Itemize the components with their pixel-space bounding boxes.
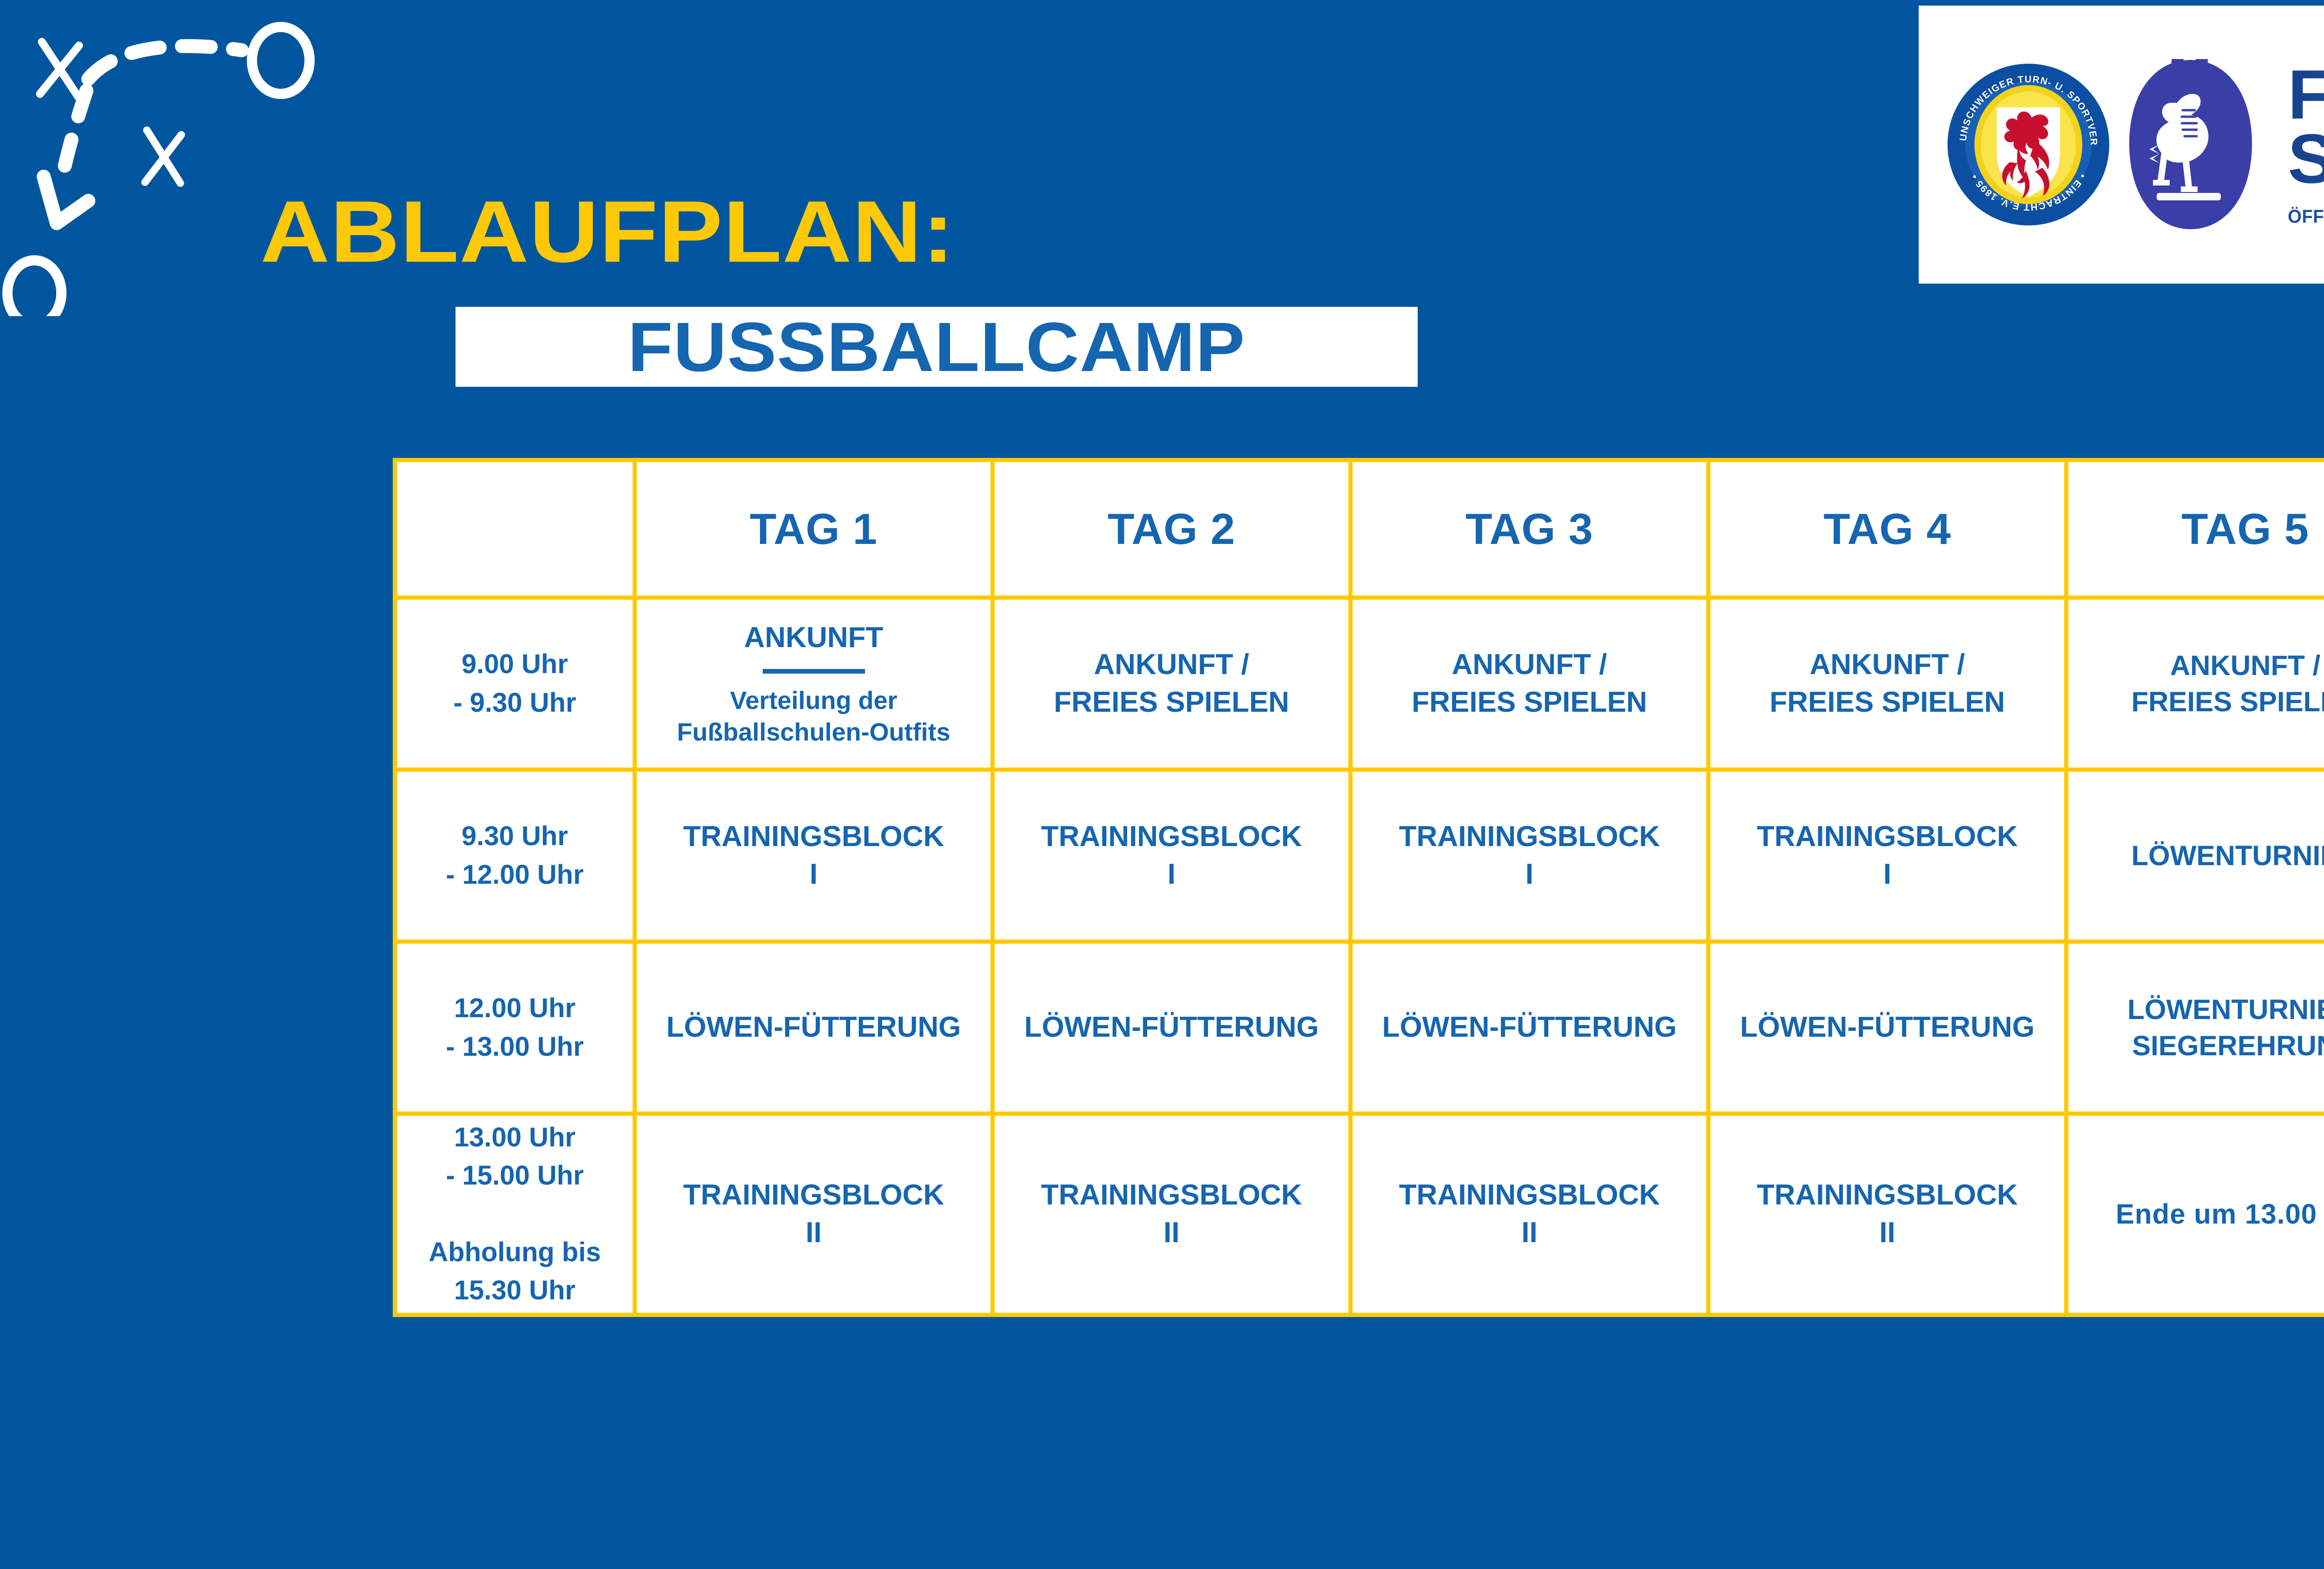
column-header-label: TAG 2 bbox=[1108, 504, 1235, 553]
cell-tag2-slot1: ANKUNFT / FREIES SPIELEN bbox=[990, 596, 1353, 772]
cell-tag5-slot4: Ende um 13.00 Uhr bbox=[2064, 1112, 2324, 1317]
cell-content: TRAININGSBLOCK I bbox=[1399, 820, 1660, 890]
row-time-label: 12.00 Uhr - 13.00 Uhr bbox=[446, 993, 584, 1062]
cell-content: LÖWENTURNIER bbox=[2131, 840, 2324, 871]
cell-tag1-slot4: TRAININGSBLOCK II bbox=[633, 1112, 995, 1317]
cell-content: ANKUNFT / FREIES SPIELEN bbox=[1054, 648, 1289, 718]
cell-tag3-slot4: TRAININGSBLOCK II bbox=[1348, 1112, 1710, 1317]
logo-panel: BRAUNSCHWEIGER TURN- U. SPORTVEREIN • EI… bbox=[1919, 6, 2324, 284]
row-time-label: 9.00 Uhr - 9.30 Uhr bbox=[453, 649, 576, 718]
cell-tag2-slot3: LÖWEN-FÜTTERUNG bbox=[990, 940, 1353, 1116]
cell-tag5-slot2: LÖWENTURNIER bbox=[2064, 768, 2324, 944]
cell-tag1-slot1: ANKUNFT Verteilung der Fußballschulen-Ou… bbox=[633, 596, 995, 772]
column-header-tag-2: TAG 2 bbox=[990, 458, 1353, 600]
table-row: 9.00 Uhr - 9.30 Uhr ANKUNFT Verteilung d… bbox=[393, 596, 2324, 772]
cell-tag1-slot2: TRAININGSBLOCK I bbox=[633, 768, 995, 944]
page-title: ABLAUFPLAN: bbox=[260, 183, 955, 280]
schedule-table: TAG 1 TAG 2 TAG 3 TAG 4 TAG 5 bbox=[393, 458, 2324, 1317]
table-corner-cell bbox=[393, 458, 637, 600]
row-time-label: 13.00 Uhr - 15.00 Uhr Abholung bis 15.30… bbox=[429, 1122, 601, 1306]
cell-content: ANKUNFT / FREIES SPIELEN bbox=[2131, 649, 2324, 717]
column-header-label: TAG 5 bbox=[2181, 504, 2309, 553]
cell-content: LÖWEN-FÜTTERUNG bbox=[1024, 1011, 1319, 1044]
cell-tag3-slot3: LÖWEN-FÜTTERUNG bbox=[1348, 940, 1710, 1116]
row-time-cell: 9.00 Uhr - 9.30 Uhr bbox=[393, 596, 637, 772]
subtitle-text: FUSSBALLCAMP bbox=[627, 307, 1246, 386]
cell-tag5-slot3: LÖWENTURNIER/ SIEGEREHRUNG bbox=[2064, 940, 2324, 1116]
logo-word-schule: SCHULE bbox=[2288, 124, 2324, 193]
cell-content: ANKUNFT / FREIES SPIELEN bbox=[1769, 648, 2005, 718]
column-header-label: TAG 4 bbox=[1823, 504, 1951, 553]
row-time-cell: 13.00 Uhr - 15.00 Uhr Abholung bis 15.30… bbox=[393, 1112, 637, 1317]
row-time-cell: 9.30 Uhr - 12.00 Uhr bbox=[393, 768, 637, 944]
table-row: 12.00 Uhr - 13.00 Uhr LÖWEN-FÜTTERUNG LÖ… bbox=[393, 940, 2324, 1116]
cell-tag2-slot4: TRAININGSBLOCK II bbox=[990, 1112, 1353, 1317]
row-time-label: 9.30 Uhr - 12.00 Uhr bbox=[446, 821, 584, 890]
row-time-cell: 12.00 Uhr - 13.00 Uhr bbox=[393, 940, 637, 1116]
cell-content: ANKUNFT Verteilung der Fußballschulen-Ou… bbox=[677, 622, 951, 746]
logo-word-fussball: FUSSBALL bbox=[2288, 60, 2324, 129]
table-header-row: TAG 1 TAG 2 TAG 3 TAG 4 TAG 5 bbox=[393, 458, 2324, 600]
cell-tag4-slot1: ANKUNFT / FREIES SPIELEN bbox=[1706, 596, 2068, 772]
cell-content: TRAININGSBLOCK I bbox=[1041, 820, 1302, 890]
table-row: 9.30 Uhr - 12.00 Uhr TRAININGSBLOCK I TR… bbox=[393, 768, 2324, 944]
cell-tag5-slot1: ANKUNFT / FREIES SPIELEN bbox=[2064, 596, 2324, 772]
cell-content: LÖWEN-FÜTTERUNG bbox=[666, 1011, 961, 1044]
cell-content: LÖWENTURNIER/ SIEGEREHRUNG bbox=[2127, 993, 2324, 1061]
cell-tag4-slot4: TRAININGSBLOCK II bbox=[1706, 1112, 2068, 1317]
cell-content: TRAININGSBLOCK II bbox=[1756, 1179, 2018, 1249]
column-header-label: TAG 3 bbox=[1466, 504, 1593, 553]
cell-content: ANKUNFT / FREIES SPIELEN bbox=[1412, 648, 1647, 718]
horse-emblem-icon bbox=[2129, 59, 2252, 229]
cell-content: TRAININGSBLOCK II bbox=[683, 1179, 944, 1249]
cell-tag4-slot2: TRAININGSBLOCK I bbox=[1706, 768, 2068, 944]
cell-tag4-slot3: LÖWEN-FÜTTERUNG bbox=[1706, 940, 2068, 1116]
cell-content: LÖWEN-FÜTTERUNG bbox=[1740, 1011, 2035, 1044]
cell-tag3-slot2: TRAININGSBLOCK I bbox=[1348, 768, 1710, 944]
table-row: 13.00 Uhr - 15.00 Uhr Abholung bis 15.30… bbox=[393, 1112, 2324, 1317]
cell-content: TRAININGSBLOCK II bbox=[1041, 1179, 1302, 1249]
column-header-tag-5: TAG 5 bbox=[2064, 458, 2324, 600]
eintracht-crest-icon: BRAUNSCHWEIGER TURN- U. SPORTVEREIN • EI… bbox=[1947, 63, 2109, 225]
divider-rule bbox=[762, 669, 865, 674]
column-header-label: TAG 1 bbox=[750, 504, 878, 553]
cell-content: TRAININGSBLOCK I bbox=[1756, 820, 2018, 890]
cell-tag3-slot1: ANKUNFT / FREIES SPIELEN bbox=[1348, 596, 1710, 772]
cell-content: TRAININGSBLOCK I bbox=[683, 820, 944, 890]
cell-tag1-slot3: LÖWEN-FÜTTERUNG bbox=[633, 940, 995, 1116]
column-header-tag-3: TAG 3 bbox=[1348, 458, 1710, 600]
column-header-tag-4: TAG 4 bbox=[1706, 458, 2068, 600]
cell-tag2-slot2: TRAININGSBLOCK I bbox=[990, 768, 1353, 944]
subtitle-banner: FUSSBALLCAMP bbox=[456, 307, 1418, 387]
logo-sponsor-line: ÖFFENTLICHE VERSICHERUNG BRAUNSCHWEIG bbox=[2288, 206, 2324, 227]
cell-content: Ende um 13.00 Uhr bbox=[2115, 1198, 2324, 1230]
cell-content: TRAININGSBLOCK II bbox=[1399, 1179, 1660, 1249]
column-header-tag-1: TAG 1 bbox=[633, 458, 995, 600]
cell-content: LÖWEN-FÜTTERUNG bbox=[1382, 1011, 1677, 1044]
